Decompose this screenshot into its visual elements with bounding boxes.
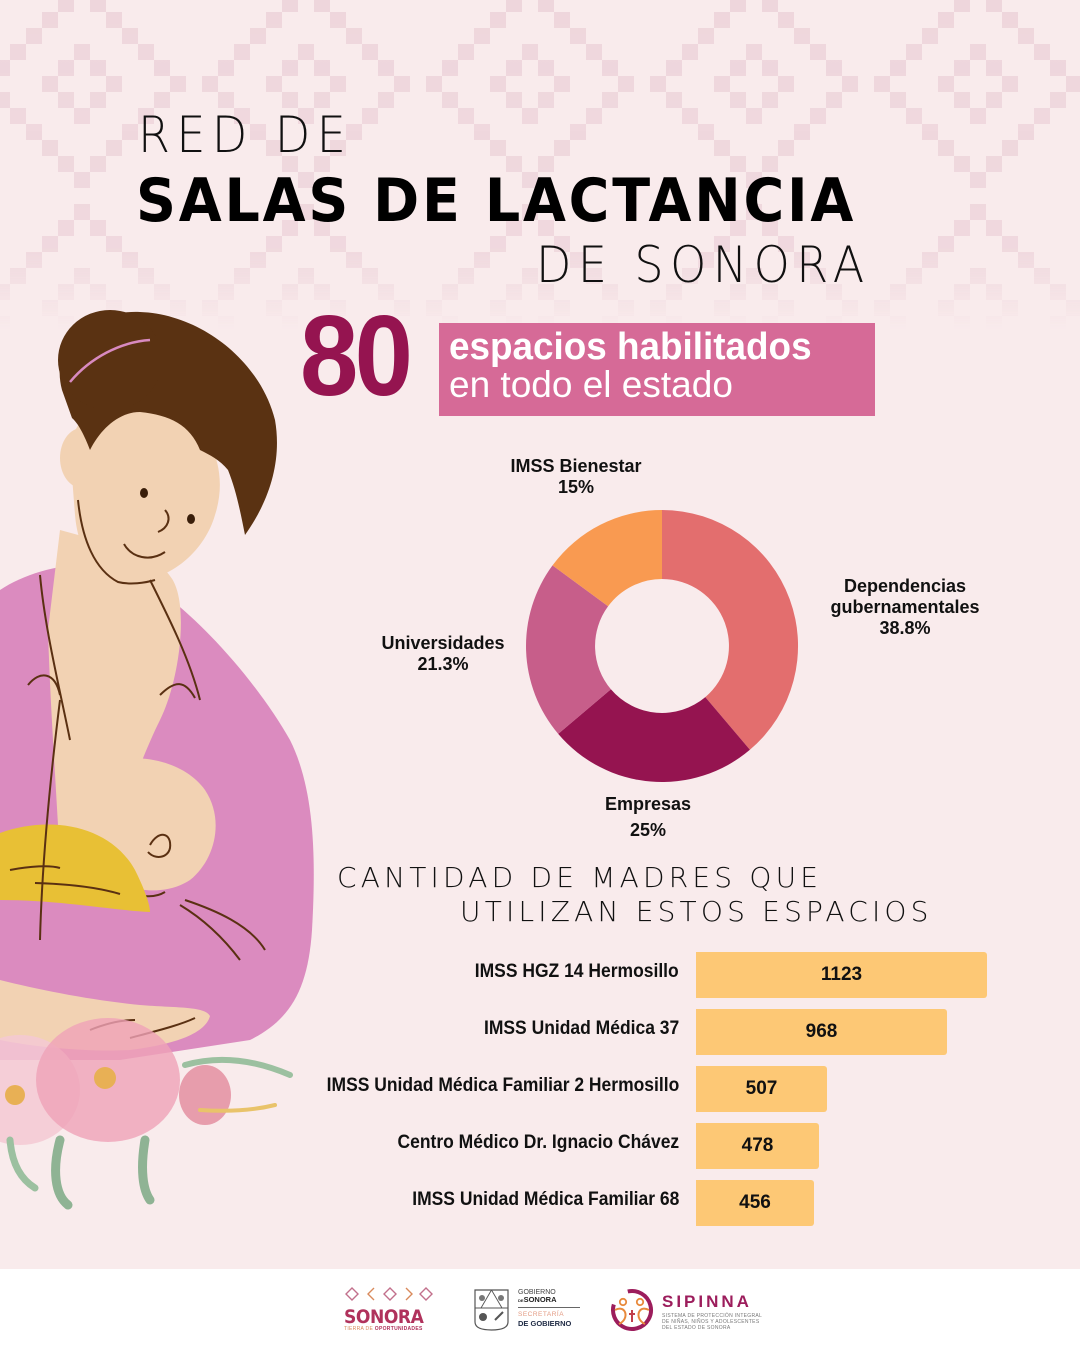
gobierno-logo-text: GOBIERNO DESONORA SECRETARÍA DE GOBIERNO bbox=[518, 1289, 580, 1328]
donut-slice-imss-bienestar bbox=[552, 510, 662, 607]
label-universidades: Universidades 21.3% bbox=[381, 633, 505, 674]
background-pattern bbox=[0, 0, 1080, 330]
bars-title-line-2: UTILIZAN ESTOS ESPACIOS bbox=[460, 895, 933, 928]
sipinna-logo-text: SIPINNA SISTEMA DE PROTECCIÓN INTEGRAL D… bbox=[662, 1292, 763, 1331]
sipinna-logo-icon bbox=[611, 1289, 653, 1331]
bar-label: Centro Médico Dr. Ignacio Chávez bbox=[397, 1132, 679, 1153]
sonora-coat-of-arms-icon bbox=[474, 1289, 509, 1331]
donut-slice-universidades bbox=[526, 565, 611, 734]
bar-imss-hgz-14: 1123 bbox=[696, 952, 987, 998]
title-line-3: DE SONORA bbox=[536, 236, 871, 294]
footer bbox=[0, 1269, 1080, 1350]
title-line-1: RED DE bbox=[138, 106, 353, 164]
mother-illustration bbox=[0, 310, 314, 1210]
total-spaces-number: 80 bbox=[300, 293, 413, 420]
bar-imss-umf-68: 456 bbox=[696, 1180, 814, 1226]
label-dependencias: Dependencias gubernamentales 38.8% bbox=[830, 576, 980, 638]
highlight-line-1: espacios habilitados bbox=[449, 326, 812, 368]
bar-imss-umf-2: 507 bbox=[696, 1066, 827, 1112]
highlight-box bbox=[439, 323, 875, 416]
bar-centro-medico-chavez: 478 bbox=[696, 1123, 819, 1169]
donut-slice-dependencias bbox=[662, 510, 799, 750]
label-imss-bienestar: IMSS Bienestar 15% bbox=[510, 456, 642, 497]
bar-label: IMSS Unidad Médica 37 bbox=[483, 1018, 679, 1039]
sonora-logo-tagline: TIERRA DE OPORTUNIDADES bbox=[344, 1326, 423, 1332]
highlight-line-2: en todo el estado bbox=[449, 364, 733, 405]
donut-chart bbox=[526, 510, 799, 783]
bar-label: IMSS HGZ 14 Hermosillo bbox=[475, 961, 679, 982]
label-empresas: Empresas 25% bbox=[604, 794, 692, 840]
bar-label: IMSS Unidad Médica Familiar 68 bbox=[411, 1189, 679, 1210]
bars-title-line-1: CANTIDAD DE MADRES QUE bbox=[337, 861, 823, 894]
sonora-pattern-icon bbox=[345, 1287, 433, 1301]
bar-label: IMSS Unidad Médica Familiar 2 Hermosillo bbox=[326, 1075, 679, 1096]
donut-slice-empresas bbox=[558, 689, 750, 783]
sonora-logo: SONORA TIERRA DE OPORTUNIDADES bbox=[344, 1285, 436, 1332]
title-main: SALAS DE LACTANCIA bbox=[136, 166, 857, 236]
sonora-logo-text: SONORA bbox=[344, 1306, 424, 1328]
bar-imss-um-37: 968 bbox=[696, 1009, 947, 1055]
